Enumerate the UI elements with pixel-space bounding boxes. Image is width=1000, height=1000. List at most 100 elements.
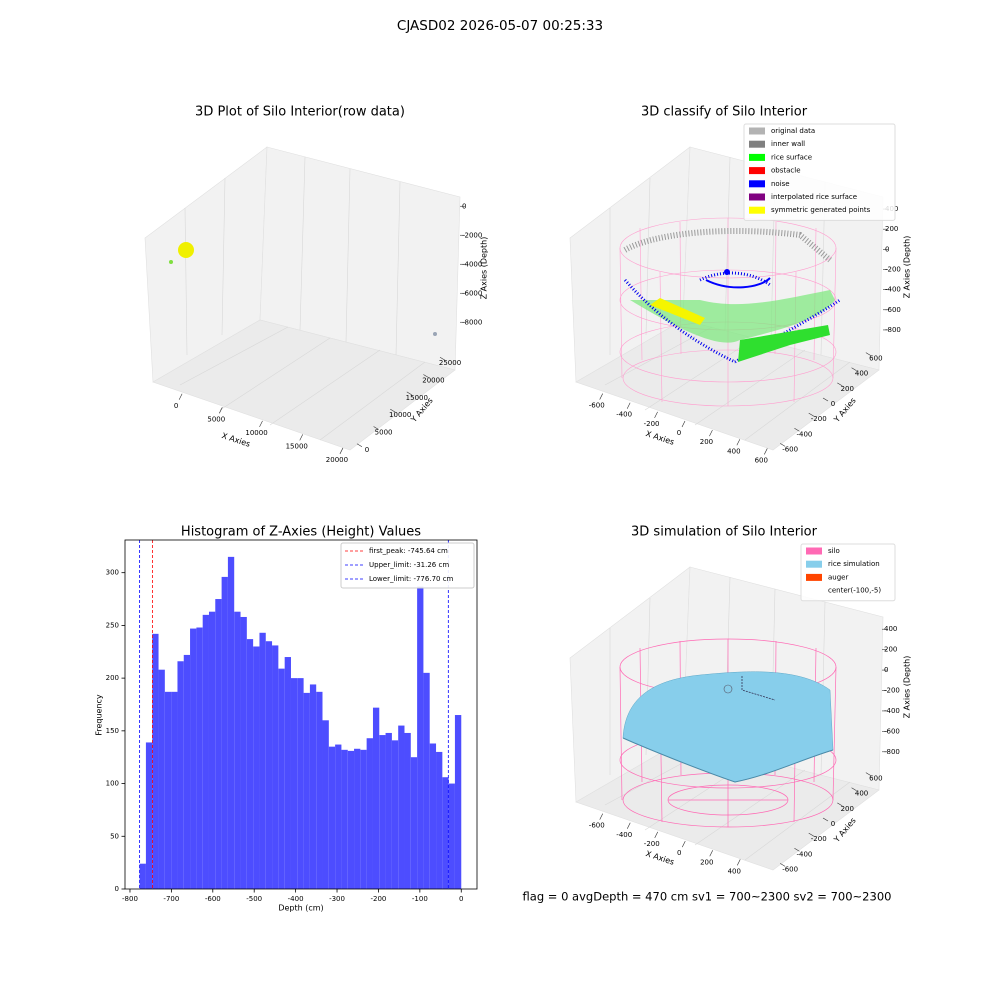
suptitle: CJASD02 2026-05-07 00:25:33 (397, 18, 603, 34)
histogram-bar (215, 599, 222, 889)
y-axis-label: Frequency (95, 694, 104, 736)
z-tick-label: 0 (884, 666, 888, 674)
legend-label: rice surface (771, 153, 812, 161)
tick-mark (626, 822, 631, 829)
tick-mark (178, 393, 183, 400)
z-tick-label: 0 (462, 202, 466, 210)
z-tick-label: -800 (884, 748, 900, 756)
tick-mark (709, 430, 713, 437)
histogram-bar (423, 672, 430, 889)
histogram-bar (436, 751, 443, 889)
legend-label: inner wall (771, 140, 805, 148)
legend-label: rice simulation (828, 560, 880, 568)
z-tick-label: -6000 (462, 289, 482, 297)
histogram-bar (227, 556, 235, 889)
data-4 (619, 638, 837, 828)
histogram-bar (391, 740, 399, 889)
y-tick-label: -400 (796, 850, 812, 858)
z-tick-label: -400 (884, 707, 900, 715)
legend: original data inner wall rice surface obsta… (743, 123, 896, 221)
legend-swatch (806, 547, 822, 555)
x-tick-label: 200 (700, 858, 713, 866)
histogram-bar (259, 632, 266, 889)
histogram-bar (410, 757, 418, 889)
histogram-bar (335, 744, 342, 889)
y-tick-label: -200 (811, 835, 827, 843)
y-tick-label: 200 (841, 805, 854, 813)
x-tick-label: 0 (677, 849, 681, 857)
x-tick-label: -400 (288, 895, 304, 903)
x-tick-label: 15000 (286, 442, 308, 450)
histogram-bar (145, 742, 153, 889)
z-tick-label: 200 (885, 225, 898, 233)
tick-mark (423, 374, 429, 378)
histogram-bar (139, 863, 146, 889)
histogram-bar (253, 646, 260, 889)
legend-label: first_peak: -745.64 cm (369, 547, 448, 555)
y-tick-label: 5000 (375, 428, 393, 436)
tick-mark (259, 420, 263, 427)
x-tick-label: -200 (644, 420, 660, 428)
z-tick-label: 400 (884, 625, 897, 633)
subplot-title: 3D Plot of Silo Interior(row data) (195, 105, 405, 120)
x-tick-label: -200 (644, 840, 660, 848)
z-tick-label: -200 (884, 687, 900, 695)
tick-mark (851, 787, 857, 791)
y-tick-label: -400 (796, 430, 812, 438)
histogram-bar (354, 748, 361, 889)
histogram-bar (284, 657, 291, 889)
tick-mark (339, 447, 344, 455)
tick-mark (865, 352, 872, 356)
histogram-bar (208, 611, 216, 889)
tick-mark (356, 443, 363, 448)
y-tick-label: 600 (869, 355, 882, 363)
tick-mark (599, 813, 604, 820)
histogram-bar (190, 628, 197, 889)
legend-swatch (749, 206, 765, 214)
x-tick-label: 5000 (207, 415, 225, 423)
histogram-bar (297, 678, 304, 889)
y-tick-label: 100 (106, 780, 119, 788)
x-tick-label: -400 (616, 831, 632, 839)
y-tick-label: 300 (106, 569, 119, 577)
z-tick-label: 200 (884, 646, 897, 654)
histogram-bar (240, 616, 247, 889)
tick-mark (822, 817, 829, 822)
legend-label: auger (828, 573, 848, 581)
tick-mark (851, 367, 857, 371)
legend-label: Lower_limit: -776.70 cm (369, 575, 454, 583)
z-axis-label: Z Axies (Depth) (903, 236, 912, 299)
y-tick-label: 600 (869, 775, 882, 783)
histogram-bar (158, 669, 165, 889)
legend-label: Upper_limit: -31.26 cm (369, 561, 449, 569)
tick-mark (822, 397, 829, 402)
y-tick-label: 50 (110, 832, 119, 840)
legend-box (340, 542, 475, 589)
tick-mark (709, 850, 714, 857)
tick-mark (764, 448, 768, 455)
histogram-bar (429, 743, 437, 889)
x-tick-label: -400 (616, 411, 632, 419)
y-tick-label: 25000 (439, 359, 461, 367)
histogram-bar (360, 749, 367, 889)
legend-swatch (749, 167, 765, 175)
tick-mark (794, 428, 800, 432)
histogram-bar (322, 720, 329, 889)
x-tick-label: 600 (755, 456, 768, 464)
legend-swatch (749, 193, 765, 201)
legend-swatch (806, 573, 822, 581)
x-axis-label: Depth (cm) (278, 904, 323, 913)
tick-mark (794, 848, 800, 852)
tick-mark (837, 382, 843, 387)
legend-swatch (749, 127, 765, 135)
histogram-bar (278, 668, 285, 889)
histogram-bar (316, 691, 323, 889)
y-tick-label: 150 (106, 727, 119, 735)
histogram-bar (171, 691, 178, 889)
z-tick-label: -200 (885, 265, 901, 273)
histogram-bar (309, 684, 317, 889)
legend-label: obstacle (771, 167, 801, 175)
y-tick-label: 0 (831, 400, 835, 408)
y-tick-label: 0 (115, 885, 119, 893)
